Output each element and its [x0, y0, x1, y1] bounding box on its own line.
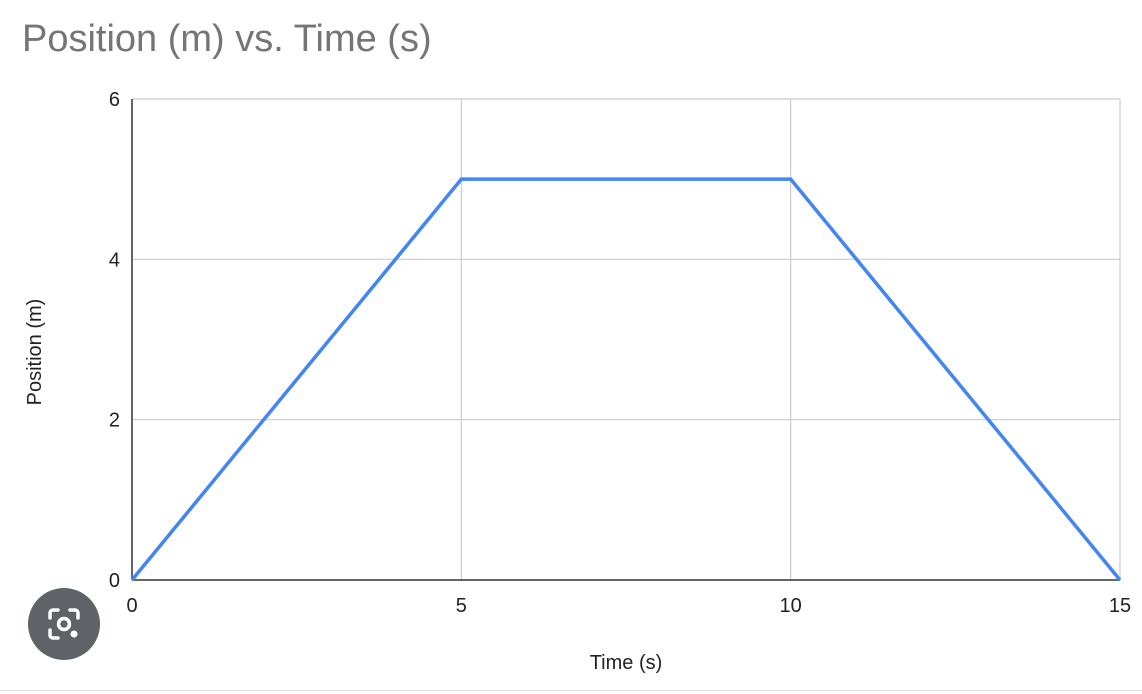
x-tick-label: 5: [456, 595, 467, 617]
x-axis-label: Time (s): [590, 652, 663, 674]
bottom-divider: [0, 690, 1142, 691]
y-tick-label: 0: [109, 570, 120, 592]
series-line-0: [130, 177, 1122, 582]
grid-lines: [132, 98, 1121, 580]
x-tick-label: 10: [780, 595, 802, 617]
y-tick-label: 2: [109, 410, 120, 432]
axes: [131, 99, 1120, 581]
x-tick-label: 0: [126, 595, 137, 617]
x-tick-labels: 0 5 10 15: [126, 595, 1131, 617]
series-layer: [130, 177, 1122, 582]
x-tick-label: 15: [1109, 595, 1131, 617]
camera-search-icon: [48, 608, 80, 640]
chart-title: Position (m) vs. Time (s): [22, 18, 432, 60]
y-tick-label: 6: [109, 89, 120, 111]
y-axis-label: Position (m): [24, 299, 46, 406]
y-tick-label: 4: [109, 249, 120, 271]
image-search-button[interactable]: [28, 588, 100, 660]
y-tick-labels: 0 2 4 6: [109, 89, 120, 592]
